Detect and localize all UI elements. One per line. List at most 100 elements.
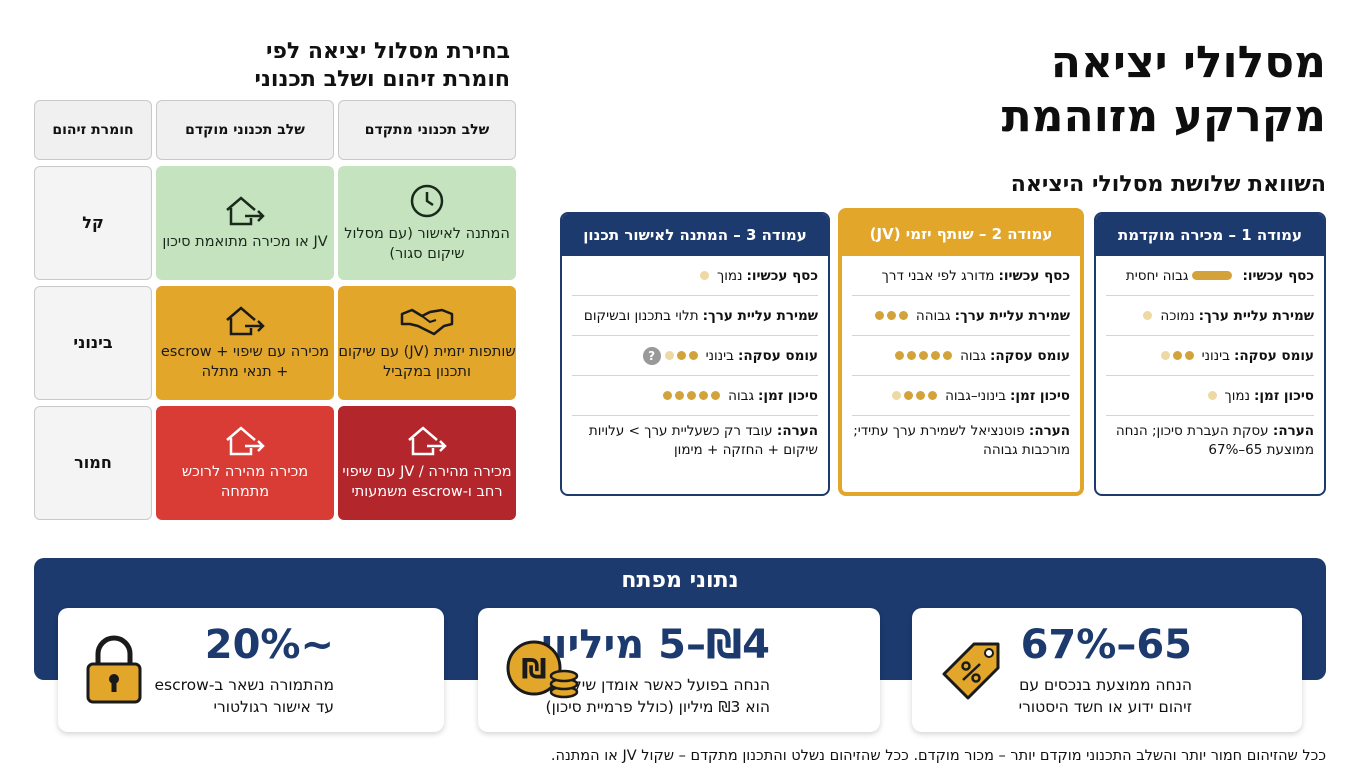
row-cash-now: כסף עכשיו: מדורג לפי אבני דרך — [852, 256, 1070, 296]
handshake-icon — [400, 308, 454, 336]
cell-text: שותפות יזמית (JV) עם שיקום ותכנון במקביל — [338, 344, 516, 380]
row-time-risk: סיכון זמן: בינוני–גבוה — [852, 376, 1070, 416]
row-value: גבוה — [960, 347, 986, 364]
matrix-cell-medium-advanced: שותפות יזמית (JV) עם שיקום ותכנון במקביל — [338, 286, 516, 400]
row-value: נמוך — [1224, 387, 1251, 404]
row-label: כסף עכשיו: — [998, 267, 1070, 284]
level-dots — [892, 391, 938, 400]
row-label: עומס עסקה: — [737, 347, 818, 364]
svg-text:₪: ₪ — [521, 652, 546, 685]
key-description: הנחה בפועל כאשר אומדן שיקום הוא ₪3 מיליו… — [546, 674, 770, 718]
row-cash-now: כסף עכשיו: נמוך — [572, 256, 818, 296]
note-label: הערה: — [1028, 423, 1070, 439]
row-value: בינוני — [1201, 347, 1230, 364]
matrix-row-light: קל — [34, 166, 152, 280]
matrix-cell-light-early: JV או מכירה מתואמת סיכון — [156, 166, 334, 280]
level-dots — [895, 351, 953, 360]
level-dots — [874, 311, 908, 320]
row-label: שמירת עליית ערך: — [702, 307, 818, 324]
house-exit-icon — [226, 306, 265, 336]
column-header: עמודה 1 – מכירה מוקדמת — [1096, 214, 1324, 256]
title-line-1: מסלולי יציאה — [1050, 37, 1326, 88]
row-value-retention: שמירת עליית ערך: נמוכה — [1106, 296, 1314, 336]
note-text: פוטנציאל לשמירת ערך עתידי; מורכבות גבוהה — [853, 423, 1070, 458]
footnote: ככל שהזיהום חמור יותר והשלב התכנוני מוקד… — [550, 748, 1326, 764]
note-text: עובד רק כשעליית ערך > עלויות שיקום + החז… — [588, 423, 818, 458]
desc-line: הנחה בפועל כאשר אומדן שיקום — [556, 676, 770, 694]
level-bar — [1192, 271, 1233, 280]
clock-icon — [410, 184, 444, 218]
matrix-cell-light-advanced: המתנה לאישור (עם מסלול שיקום סגור) — [338, 166, 516, 280]
row-label: כסף עכשיו: — [746, 267, 818, 284]
key-card-escrow: ~20% מהתמורה נשאר ב-escrow עד אישור רגול… — [58, 608, 444, 732]
row-label: שמירת עליית ערך: — [954, 307, 1070, 324]
column-note: הערה: עסקת העברת סיכון; הנחה ממוצעת 65–6… — [1106, 416, 1314, 466]
level-dots — [1143, 311, 1153, 320]
cell-text: JV או מכירה מתואמת סיכון — [162, 234, 328, 250]
matrix-cell-severe-early: מכירה מהירה לרוכש מתמחה — [156, 406, 334, 520]
row-value: בינוני — [705, 347, 734, 364]
level-dots — [663, 391, 721, 400]
column-header: עמודה 2 – שותף יזמי (JV) — [842, 212, 1080, 256]
matrix-header-severity: חומרת זיהום — [34, 100, 152, 160]
row-deal-load: עומס עסקה: בינוני — [1106, 336, 1314, 376]
row-time-risk: סיכון זמן: נמוך — [1106, 376, 1314, 416]
key-card-actual-discount: ₪4–5 מיליון הנחה בפועל כאשר אומדן שיקום … — [478, 608, 880, 732]
column-header: עמודה 3 – המתנה לאישור תכנון — [562, 214, 828, 256]
row-label: סיכון זמן: — [758, 387, 818, 404]
row-value: בינוני–גבוה — [945, 387, 1007, 404]
cell-text: מכירה עם שיפוי + escrow + תנאי מתלה — [160, 344, 330, 380]
desc-line: הנחה ממוצעת בנכסים עם — [1019, 676, 1192, 694]
row-value-retention: שמירת עליית ערך: תלוי בתכנון ובשיקום — [572, 296, 818, 336]
matrix-row-severe: חמור — [34, 406, 152, 520]
row-label: עומס עסקה: — [1233, 347, 1314, 364]
key-data-title: נתוני מפתח — [621, 568, 739, 593]
desc-line: עד אישור רגולטורי — [213, 698, 334, 716]
question-mark-icon: ? — [642, 346, 661, 365]
row-label: סיכון זמן: — [1254, 387, 1314, 404]
desc-line: זיהום ידוע או חשד היסטורי — [1018, 698, 1192, 716]
row-value: גבוה יחסית — [1125, 267, 1189, 284]
cell-text: המתנה לאישור (עם מסלול שיקום סגור) — [344, 226, 510, 262]
row-value: גבוהה — [915, 307, 951, 324]
house-exit-icon — [408, 426, 447, 456]
note-text: עסקת העברת סיכון; הנחה ממוצעת 65–67% — [1115, 423, 1314, 458]
key-description: מהתמורה נשאר ב-escrow עד אישור רגולטורי — [154, 674, 334, 718]
matrix-row-medium: בינוני — [34, 286, 152, 400]
row-time-risk: סיכון זמן: גבוה — [572, 376, 818, 416]
note-label: הערה: — [776, 423, 818, 439]
row-value: נמוך — [716, 267, 743, 284]
comparison-subtitle: השוואת שלושת מסלולי היציאה — [1010, 172, 1326, 197]
column-early-sale: עמודה 1 – מכירה מוקדמת כסף עכשיו: גבוה י… — [1094, 212, 1326, 496]
padlock-icon — [86, 635, 142, 704]
row-label: סיכון זמן: — [1010, 387, 1070, 404]
column-note: הערה: עובד רק כשעליית ערך > עלויות שיקום… — [572, 416, 818, 466]
row-label: כסף עכשיו: — [1242, 267, 1314, 284]
matrix-title: בחירת מסלול יציאה לפי חומרת זיהום ושלב ת… — [254, 39, 510, 92]
column-jv-partner: עמודה 2 – שותף יזמי (JV) כסף עכשיו: מדור… — [838, 208, 1084, 496]
title-line-2: מקרקע מזוהמת — [1001, 91, 1326, 142]
key-value: ~20% — [204, 622, 334, 668]
row-cash-now: כסף עכשיו: גבוה יחסית — [1106, 256, 1314, 296]
house-exit-icon — [226, 426, 265, 456]
level-dots — [664, 351, 698, 360]
cell-text: מכירה מהירה / JV עם שיפוי רחב ו-escrow מ… — [342, 464, 512, 500]
key-description: הנחה ממוצעת בנכסים עם זיהום ידוע או חשד … — [1019, 674, 1192, 718]
matrix-cell-medium-early: מכירה עם שיפוי + escrow + תנאי מתלה — [156, 286, 334, 400]
key-card-discount: 65–67% הנחה ממוצעת בנכסים עם זיהום ידוע … — [912, 608, 1302, 732]
column-note: הערה: פוטנציאל לשמירת ערך עתידי; מורכבות… — [852, 416, 1070, 466]
row-label: שמירת עליית ערך: — [1198, 307, 1314, 324]
level-dots — [1207, 391, 1217, 400]
level-dots — [1160, 351, 1194, 360]
row-value: תלוי בתכנון ובשיקום — [583, 307, 699, 324]
level-dots — [699, 271, 709, 280]
matrix-cell-severe-advanced: מכירה מהירה / JV עם שיפוי רחב ו-escrow מ… — [338, 406, 516, 520]
note-label: הערה: — [1272, 423, 1314, 439]
percent-tag-icon — [942, 642, 1000, 700]
row-deal-load: עומס עסקה: בינוני ? — [572, 336, 818, 376]
cell-text: מכירה מהירה לרוכש מתמחה — [181, 464, 309, 500]
matrix-header-advanced-stage: שלב תכנוני מתקדם — [338, 100, 516, 160]
column-wait-for-approval: עמודה 3 – המתנה לאישור תכנון כסף עכשיו: … — [560, 212, 830, 496]
row-value: נמוכה — [1160, 307, 1195, 324]
shekel-coins-icon: ₪ — [506, 640, 579, 699]
